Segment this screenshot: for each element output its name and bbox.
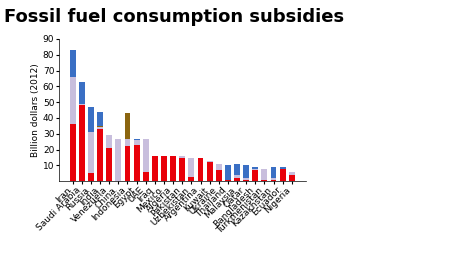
Bar xyxy=(97,126,103,127)
Bar xyxy=(261,169,267,180)
Bar xyxy=(243,178,249,180)
Bar xyxy=(280,169,286,181)
Bar xyxy=(170,156,176,181)
Bar xyxy=(252,170,258,181)
Bar xyxy=(261,180,267,181)
Bar xyxy=(152,156,158,181)
Bar xyxy=(280,167,286,169)
Bar xyxy=(189,157,194,177)
Text: Oil: Oil xyxy=(346,125,359,134)
Bar xyxy=(270,178,276,180)
Bar xyxy=(79,104,85,105)
Bar xyxy=(88,107,94,132)
Bar xyxy=(115,139,122,181)
Bar xyxy=(161,156,167,181)
Bar xyxy=(179,156,185,157)
Bar xyxy=(189,177,194,181)
Text: Fossil fuel consumption subsidies: Fossil fuel consumption subsidies xyxy=(4,8,345,26)
Bar xyxy=(207,161,212,162)
Bar xyxy=(198,157,203,181)
Bar xyxy=(225,166,231,180)
Bar xyxy=(234,164,240,175)
Bar xyxy=(125,139,130,147)
Bar xyxy=(143,172,148,181)
Bar xyxy=(270,180,276,181)
Bar xyxy=(310,60,336,77)
Bar xyxy=(252,169,258,170)
Text: Coal: Coal xyxy=(346,62,367,72)
Bar xyxy=(234,175,240,178)
Bar xyxy=(216,164,222,170)
Text: Natural gas: Natural gas xyxy=(346,93,402,103)
Bar xyxy=(270,167,276,178)
Bar xyxy=(143,139,148,172)
Bar xyxy=(134,140,140,145)
Bar xyxy=(289,172,295,175)
Bar xyxy=(225,180,231,181)
Bar xyxy=(97,129,103,181)
Bar xyxy=(234,178,240,181)
Bar xyxy=(70,124,76,181)
Bar xyxy=(125,113,130,139)
Bar xyxy=(106,148,112,181)
Bar xyxy=(97,127,103,129)
Bar xyxy=(79,82,85,104)
Bar xyxy=(310,29,336,46)
Bar xyxy=(216,170,222,181)
Bar xyxy=(88,132,94,173)
Bar xyxy=(134,139,140,140)
Bar xyxy=(243,166,249,178)
Bar xyxy=(134,145,140,181)
Y-axis label: Billion dollars (2012): Billion dollars (2012) xyxy=(31,63,40,157)
Bar xyxy=(252,167,258,169)
Bar xyxy=(88,173,94,181)
Bar xyxy=(106,135,112,148)
Bar xyxy=(125,147,130,181)
Bar xyxy=(97,112,103,126)
Text: Electricity: Electricity xyxy=(346,31,394,41)
Bar xyxy=(70,50,76,77)
Bar xyxy=(207,162,212,181)
Bar xyxy=(310,91,336,108)
Bar xyxy=(289,175,295,181)
Bar xyxy=(179,157,185,181)
Bar xyxy=(310,122,336,139)
Bar xyxy=(79,105,85,181)
Bar xyxy=(243,180,249,181)
Bar xyxy=(70,77,76,124)
